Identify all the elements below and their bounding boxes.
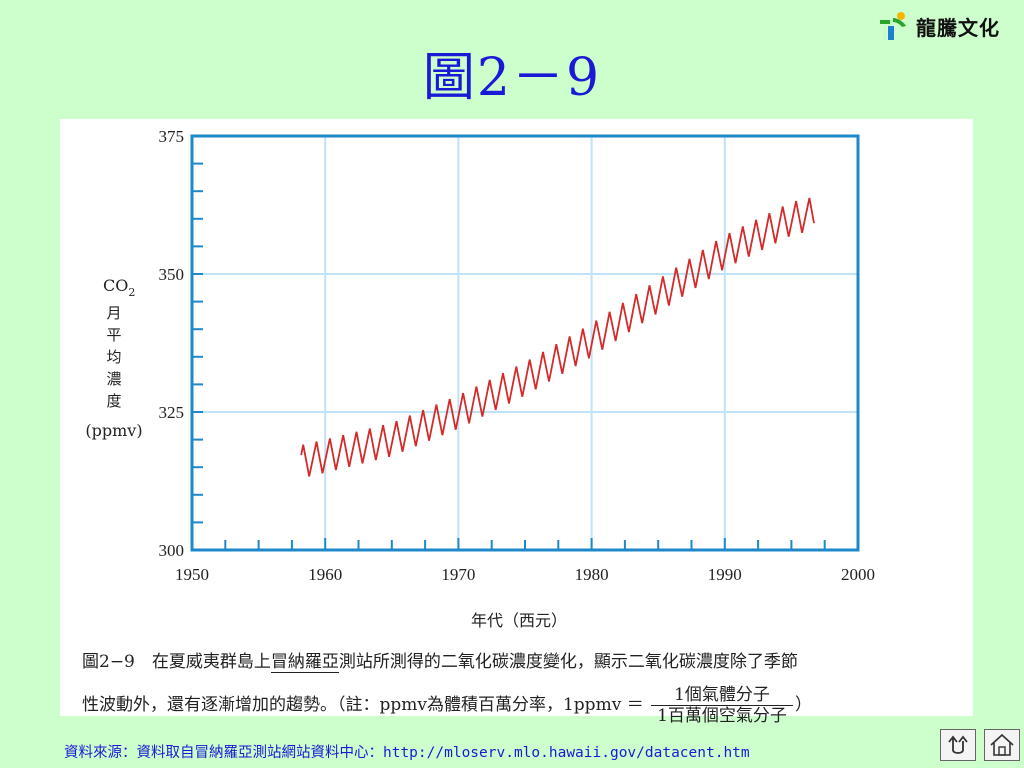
back-button[interactable] [940,729,976,761]
home-icon [990,733,1014,756]
y-tick-label: 350 [159,265,185,284]
chart-grid [192,136,858,550]
x-axis-title: 年代（西元） [471,611,567,630]
x-tick-label: 1970 [441,565,475,584]
caption-text: 性波動外，還有逐漸增加的趨勢。（註：ppmv為體積百萬分率，1ppmv ＝ [82,695,644,715]
logo-mark-icon [880,12,906,40]
x-tick-label: 1990 [708,565,742,584]
y-axis-title-line: 均 [106,348,121,366]
y-tick-label: 375 [159,127,185,146]
figure-panel: 1950 1960 1970 1980 1990 2000 300 325 350 375 CO2… [60,119,973,726]
y-axis-title-line: (ppmv) [85,421,142,440]
fraction-denominator: 1百萬個空氣分子 [657,706,787,726]
axis-ticks [191,135,859,551]
y-axis-title-line: 月 [106,304,121,322]
caption-text: 圖2−9 在夏威夷群島上 [82,652,271,672]
y-tick-label: 300 [159,541,185,560]
y-axis-title-co2: CO2 [103,276,135,299]
source-note: 資料來源：資料取自冒納羅亞測站網站資料中心：http://mloserv.mlo… [64,745,750,761]
x-tick-label: 1980 [575,565,609,584]
caption-text: 測站所測得的二氧化碳濃度變化，顯示二氧化碳濃度除了季節 [338,652,798,672]
home-button[interactable] [984,729,1020,761]
caption-line-1: 圖2−9 在夏威夷群島上冒納羅亞測站所測得的二氧化碳濃度變化，顯示二氧化碳濃度除… [82,647,798,673]
plot-frame [190,134,860,552]
fraction-numerator: 1個氣體分子 [651,685,793,706]
y-axis-title-line: 度 [106,392,121,410]
x-tick-label: 1960 [308,565,342,584]
y-axis-title-line: 濃 [106,370,121,388]
co2-series [300,197,815,477]
caption-line-2: 性波動外，還有逐漸增加的趨勢。（註：ppmv為體積百萬分率，1ppmv ＝ 1個… [82,685,812,726]
logo-text: 龍騰文化 [916,15,1000,40]
y-tick-label: 325 [159,403,185,422]
x-tick-label: 2000 [841,565,875,584]
y-axis-title-line: 平 [106,326,121,344]
caption-underlined-place: 冒納羅亞 [270,652,339,673]
ppmv-fraction: 1個氣體分子 1百萬個空氣分子 [651,685,793,726]
logo: 龍騰文化 [876,8,1020,44]
return-icon [948,735,968,754]
co2-concentration-line [300,197,815,477]
axis-labels: 1950 1960 1970 1980 1990 2000 300 325 350 375 [159,127,876,584]
co2-chart: 1950 1960 1970 1980 1990 2000 300 325 350 375 CO2… [85,127,876,630]
caption-text: ） [794,695,812,715]
slide-title: 圖2－9 [422,48,602,108]
x-tick-label: 1950 [175,565,209,584]
